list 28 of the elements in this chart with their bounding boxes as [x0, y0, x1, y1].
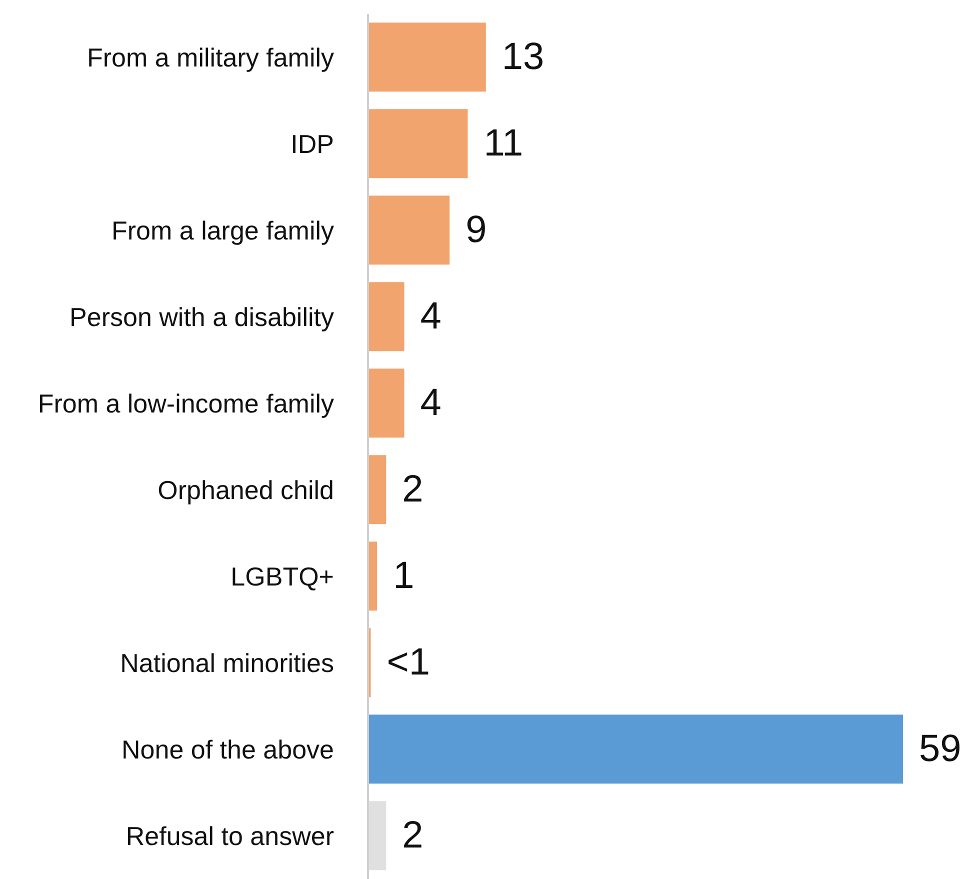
- y-tick-label: From a large family: [112, 215, 334, 246]
- data-label: 13: [502, 36, 544, 78]
- y-tick-label: National minorities: [120, 648, 334, 678]
- y-tick-label: IDP: [290, 128, 334, 159]
- y-tick-label: From a low-income family: [38, 388, 334, 418]
- y-tick-label: From a military family: [86, 42, 334, 72]
- bar: [368, 368, 404, 438]
- bar: [368, 109, 468, 178]
- data-label: 4: [420, 296, 442, 338]
- data-label: 2: [402, 468, 424, 511]
- bar: [368, 22, 486, 92]
- data-label: 9: [466, 209, 487, 252]
- data-label: <1: [386, 642, 430, 684]
- bar: [368, 714, 903, 784]
- bar: [368, 455, 386, 524]
- data-label: 59: [919, 728, 962, 770]
- y-tick-label: None of the above: [122, 734, 334, 764]
- y-tick-label: Person with a disability: [70, 302, 334, 332]
- y-tick-label: LGBTQ+: [230, 561, 334, 592]
- data-label: 1: [393, 555, 414, 598]
- bar: [368, 801, 386, 870]
- data-label: 2: [402, 814, 424, 857]
- data-label: 11: [484, 122, 524, 165]
- y-tick-label: Refusal to answer: [126, 820, 334, 851]
- bar: [368, 196, 450, 265]
- bar: [368, 282, 404, 352]
- data-label: 4: [420, 382, 442, 424]
- y-tick-label: Orphaned child: [158, 474, 334, 505]
